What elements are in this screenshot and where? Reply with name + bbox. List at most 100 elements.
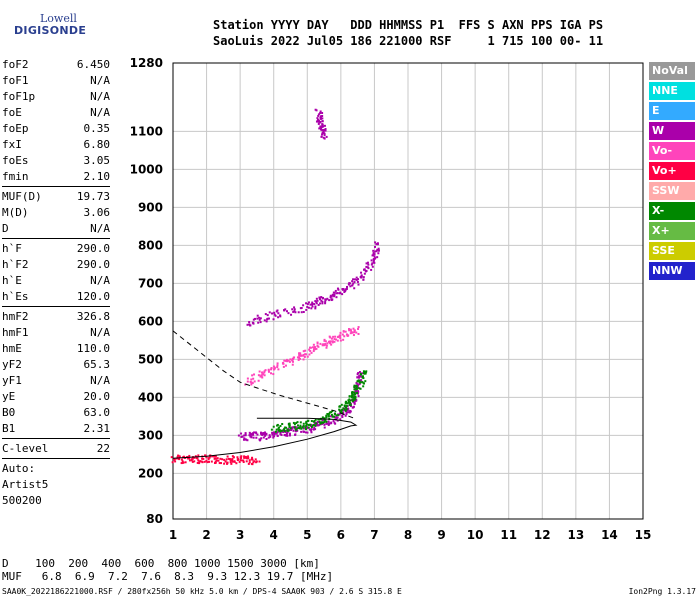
- trace-point: [305, 420, 308, 423]
- trace-point: [276, 309, 279, 312]
- trace-point: [261, 371, 264, 374]
- trace-point: [327, 415, 330, 418]
- trace-point: [313, 426, 316, 429]
- trace-point: [266, 318, 269, 321]
- trace-point: [345, 287, 348, 290]
- trace-point: [317, 424, 320, 427]
- trace-point: [285, 432, 288, 435]
- trace-point: [252, 318, 255, 321]
- trace-point: [333, 338, 336, 341]
- trace-point: [244, 383, 247, 386]
- trace-point: [294, 311, 297, 314]
- y-tick-label: 1280: [130, 56, 163, 70]
- trace-point: [315, 109, 318, 112]
- trace-point: [259, 438, 262, 441]
- trace-point: [319, 342, 322, 345]
- trace-point: [311, 301, 314, 304]
- trace-point: [357, 332, 360, 335]
- trace-point: [278, 428, 281, 431]
- y-tick-label: 600: [138, 314, 163, 328]
- trace-point: [350, 331, 353, 334]
- trace-point: [320, 117, 323, 120]
- trace-point: [376, 243, 379, 246]
- trace-point: [353, 331, 356, 334]
- legend-item: X-: [649, 202, 695, 220]
- param-value: 65.3: [83, 358, 111, 371]
- param-label: hmE: [2, 342, 22, 355]
- trace-point: [278, 426, 281, 429]
- trace-point: [374, 250, 377, 253]
- param-label: foE: [2, 106, 22, 119]
- trace-point: [274, 432, 277, 435]
- trace-point: [251, 382, 254, 385]
- trace-point: [290, 429, 293, 432]
- trace-point: [330, 298, 333, 301]
- trace-point: [317, 120, 320, 123]
- trace-point: [351, 280, 354, 283]
- trace-point: [313, 419, 316, 422]
- trace-point: [250, 436, 253, 439]
- x-tick-label: 6: [337, 528, 345, 542]
- trace-point: [355, 276, 358, 279]
- trace-point: [318, 420, 321, 423]
- legend-item: W: [649, 122, 695, 140]
- trace-point: [324, 129, 327, 132]
- trace-point: [355, 381, 358, 384]
- trace-point: [323, 426, 326, 429]
- trace-point: [349, 402, 352, 405]
- param-value: 120.0: [76, 290, 110, 303]
- trace-point: [258, 370, 261, 373]
- param-label: yF1: [2, 374, 22, 387]
- trace-point: [203, 460, 206, 463]
- trace-point: [285, 433, 288, 436]
- trace-point: [352, 327, 355, 330]
- param-label: B1: [2, 422, 16, 435]
- param-value: 20.0: [83, 390, 111, 403]
- trace-point: [360, 379, 363, 382]
- trace-point: [227, 457, 230, 460]
- trace-point: [310, 428, 313, 431]
- trace-point: [229, 461, 232, 464]
- trace-point: [274, 430, 277, 433]
- trace-point: [259, 375, 262, 378]
- trace-point: [302, 353, 305, 356]
- trace-point: [288, 434, 291, 437]
- trace-point: [197, 459, 200, 462]
- trace-point: [287, 312, 290, 315]
- trace-point: [279, 315, 282, 318]
- trace-point: [298, 426, 301, 429]
- trace-point: [298, 356, 301, 359]
- trace-point: [373, 255, 376, 258]
- param-row: yF2 65.3: [2, 357, 110, 373]
- trace-point: [345, 411, 348, 414]
- trace-point: [269, 435, 272, 438]
- trace-point: [303, 355, 306, 358]
- param-value: N/A: [90, 90, 110, 103]
- trace-point: [355, 386, 358, 389]
- trace-point: [221, 458, 224, 461]
- param-row: hmF1 N/A: [2, 325, 110, 341]
- trace-point: [250, 381, 253, 384]
- trace-point: [358, 374, 361, 377]
- trace-point: [367, 267, 370, 270]
- trace-point: [247, 455, 250, 458]
- trace-point: [373, 253, 376, 256]
- trace-point: [318, 298, 321, 301]
- y-tick-label: 1000: [130, 162, 163, 176]
- trace-point: [372, 252, 375, 255]
- trace-point: [325, 135, 328, 138]
- trace-point: [257, 379, 260, 382]
- trace-point: [302, 304, 305, 307]
- trace-point: [238, 460, 241, 463]
- param-separator: [2, 438, 110, 439]
- trace-point: [317, 114, 320, 117]
- trace-point: [288, 424, 291, 427]
- trace-point: [351, 400, 354, 403]
- trace-point: [346, 411, 349, 414]
- trace-point: [353, 393, 356, 396]
- x-tick-label: 3: [236, 528, 244, 542]
- trace-point: [256, 317, 259, 320]
- trace-point: [367, 263, 370, 266]
- trace-point: [329, 415, 332, 418]
- param-value: N/A: [90, 274, 110, 287]
